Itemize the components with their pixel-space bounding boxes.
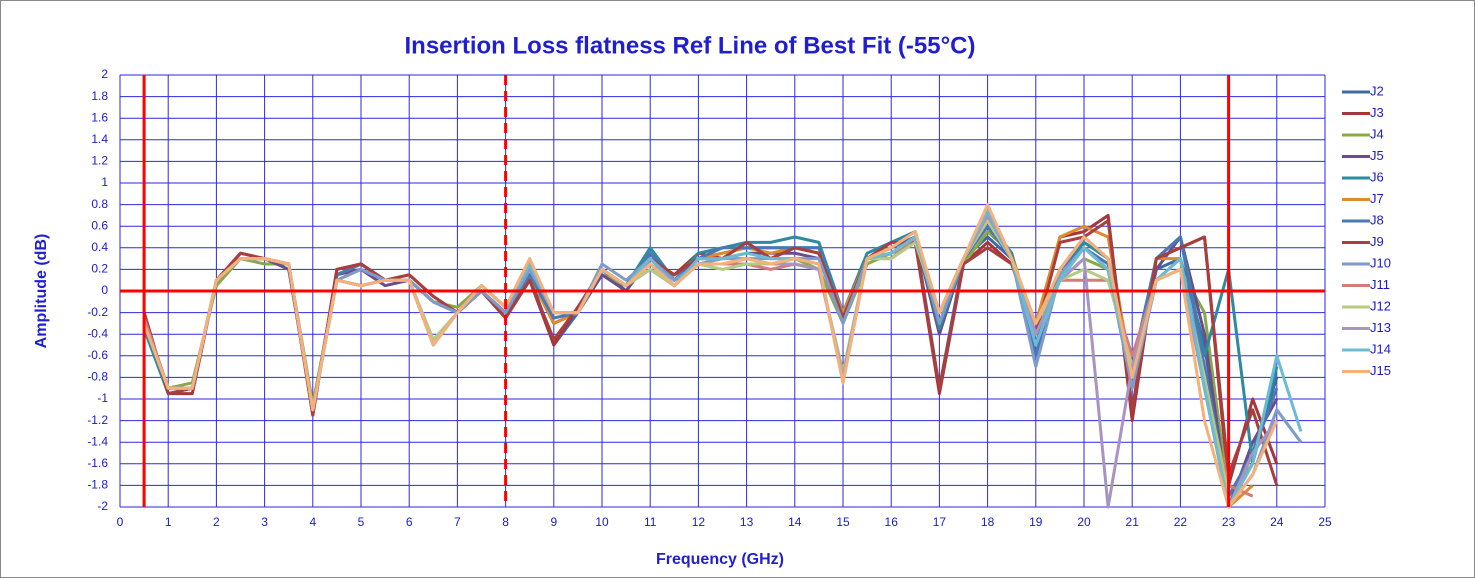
x-tick-label: 18 xyxy=(981,515,995,529)
y-tick-label: -1.2 xyxy=(87,413,108,427)
y-tick-label: -1.6 xyxy=(87,456,108,470)
y-tick-label: 0.4 xyxy=(91,240,108,254)
y-tick-label: 1.8 xyxy=(91,89,108,103)
series-line xyxy=(142,203,1279,509)
y-tick-label: 2 xyxy=(101,67,108,81)
x-tick-label: 4 xyxy=(309,515,316,529)
y-tick-label: 0.6 xyxy=(91,218,108,232)
x-tick-label: 5 xyxy=(358,515,365,529)
x-tick-label: 13 xyxy=(740,515,754,529)
y-tick-label: -0.6 xyxy=(87,348,108,362)
x-tick-label: 17 xyxy=(933,515,947,529)
legend-label: J15 xyxy=(1370,363,1391,378)
x-tick-label: 24 xyxy=(1270,515,1284,529)
x-tick-label: 8 xyxy=(502,515,509,529)
x-tick-label: 15 xyxy=(836,515,850,529)
legend-label: J10 xyxy=(1370,255,1391,270)
legend-label: J7 xyxy=(1370,191,1384,206)
x-tick-label: 21 xyxy=(1126,515,1140,529)
y-axis-label: Amplitude (dB) xyxy=(33,234,50,349)
x-tick-label: 3 xyxy=(261,515,268,529)
y-tick-label: 1.6 xyxy=(91,110,108,124)
y-tick-label: -1 xyxy=(97,391,108,405)
x-tick-label: 2 xyxy=(213,515,220,529)
x-tick-label: 14 xyxy=(788,515,802,529)
legend-label: J8 xyxy=(1370,212,1384,227)
y-tick-label: -1.8 xyxy=(87,478,108,492)
x-tick-label: 1 xyxy=(165,515,172,529)
legend-label: J4 xyxy=(1370,126,1384,141)
legend-label: J5 xyxy=(1370,148,1384,163)
legend-label: J6 xyxy=(1370,169,1384,184)
y-tick-label: -0.8 xyxy=(87,370,108,384)
y-tick-label: 0.2 xyxy=(91,262,108,276)
x-tick-label: 23 xyxy=(1222,515,1236,529)
x-tick-label: 20 xyxy=(1077,515,1091,529)
y-tick-label: 1 xyxy=(101,175,108,189)
y-tick-label: -0.4 xyxy=(87,326,108,340)
x-tick-label: 7 xyxy=(454,515,461,529)
y-tick-label: -2 xyxy=(97,499,108,513)
legend-label: J13 xyxy=(1370,320,1391,335)
y-tick-label: 0 xyxy=(101,283,108,297)
x-tick-label: 25 xyxy=(1318,515,1332,529)
legend-label: J2 xyxy=(1370,83,1384,98)
x-tick-label: 16 xyxy=(885,515,899,529)
y-tick-label: -0.2 xyxy=(87,305,108,319)
chart-title: Insertion Loss flatness Ref Line of Best… xyxy=(404,32,975,59)
legend-label: J14 xyxy=(1370,341,1391,356)
x-tick-label: 11 xyxy=(644,515,657,529)
y-tick-label: 0.8 xyxy=(91,197,108,211)
legend-label: J9 xyxy=(1370,234,1384,249)
legend-label: J3 xyxy=(1370,105,1384,120)
x-tick-label: 10 xyxy=(595,515,609,529)
legend-label: J11 xyxy=(1370,277,1390,292)
y-tick-label: 1.2 xyxy=(91,154,108,168)
x-tick-label: 0 xyxy=(117,515,124,529)
x-tick-label: 12 xyxy=(692,515,706,529)
x-tick-label: 6 xyxy=(406,515,413,529)
x-axis-label: Frequency (GHz) xyxy=(656,551,784,568)
y-tick-label: 1.4 xyxy=(91,132,108,146)
x-tick-label: 22 xyxy=(1174,515,1188,529)
x-tick-label: 9 xyxy=(550,515,557,529)
y-tick-label: -1.4 xyxy=(87,434,108,448)
legend-label: J12 xyxy=(1370,298,1391,313)
x-tick-label: 19 xyxy=(1029,515,1043,529)
